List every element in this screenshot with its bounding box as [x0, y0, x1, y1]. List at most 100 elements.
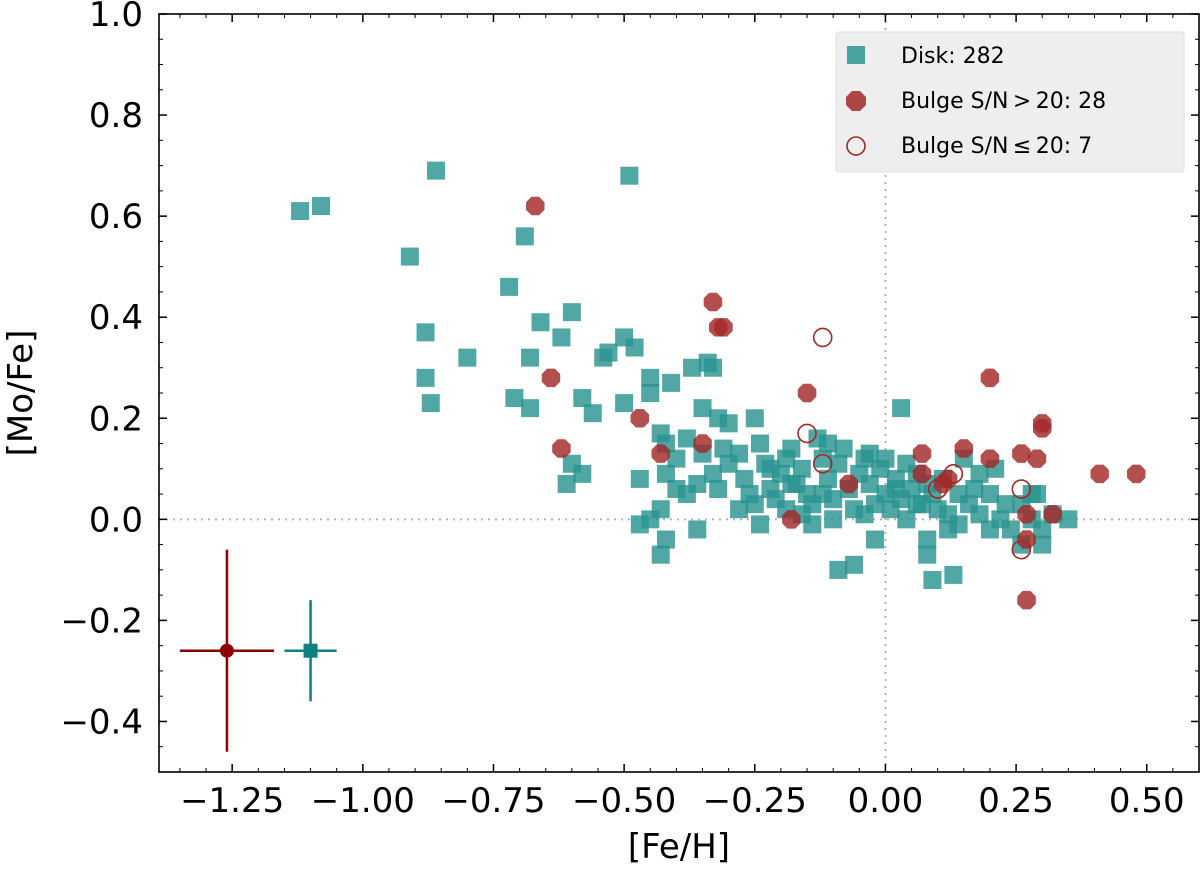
disk-point [980, 485, 999, 504]
disk-point [944, 565, 963, 584]
bulge-low-sn-point [943, 464, 964, 484]
legend-bulge-low-label: Bulge S/N ≤ 20: 7 [901, 134, 1092, 159]
disk-point [630, 515, 649, 534]
legend-bulge-high-marker [846, 91, 866, 111]
disk-point [693, 399, 712, 418]
bulge-high-sn-point [980, 368, 1000, 388]
y-tick-label: 1.0 [89, 0, 143, 35]
bulge-high-sn-point [1012, 444, 1031, 463]
bulge-low-sn-points [797, 327, 1032, 560]
bulge-high-sn-point [782, 510, 801, 529]
disk-point [521, 348, 540, 367]
disk-point [500, 277, 519, 296]
x-tick-label: 0.25 [978, 781, 1054, 821]
x-axis-label: [Fe/H] [628, 827, 730, 867]
bulge-high-sn-point [552, 439, 571, 458]
disk-point [531, 313, 550, 332]
bulge-high-sn-point [980, 449, 1000, 468]
disk-point [829, 454, 848, 473]
legend-disk-label: Disk: 282 [901, 44, 1005, 69]
disk-point [505, 389, 524, 408]
disk-point [683, 358, 702, 377]
disk-point [860, 474, 879, 493]
bulge-low-sn-point [1011, 539, 1032, 560]
x-tick-label: −0.75 [441, 781, 545, 821]
disk-point [562, 454, 581, 473]
bulge-low-sn-point [797, 423, 817, 444]
bulge-high-sn-point [1027, 449, 1047, 468]
disk-point [918, 545, 937, 564]
disk-point [703, 358, 722, 377]
disk-point [719, 414, 738, 433]
bulge-high-sn-point [1127, 464, 1146, 484]
disk-point [892, 399, 911, 418]
y-tick-label: 0.0 [89, 500, 143, 540]
disk-point [818, 434, 837, 453]
disk-point [291, 202, 310, 221]
bulge-error-bar-marker [219, 643, 234, 658]
y-tick-label: 0.8 [89, 96, 143, 136]
disk-point [876, 449, 895, 468]
x-tick-label: −1.25 [180, 781, 284, 821]
disk-point [630, 469, 649, 488]
disk-point [651, 545, 670, 564]
bulge-high-sn-point [709, 318, 728, 337]
disk-point [792, 459, 811, 478]
disk-point [421, 394, 440, 413]
disk-point [583, 404, 602, 423]
disk-point [641, 368, 660, 387]
bulge-high-sn-point [1017, 590, 1036, 610]
disk-point [426, 161, 445, 180]
disk-point [923, 570, 942, 589]
disk-point [703, 464, 722, 483]
disk-point [1027, 485, 1046, 504]
x-tick-label: −1.00 [311, 781, 415, 821]
disk-point [970, 464, 989, 483]
bulge-high-sn-point [797, 383, 817, 403]
disk-point [777, 449, 796, 468]
disk-point [709, 480, 728, 499]
disk-point [751, 515, 770, 534]
disk-point [829, 560, 848, 579]
disk-point [1059, 510, 1078, 529]
disk-point [845, 555, 864, 574]
disk-point [751, 434, 770, 453]
legend-box [835, 31, 1185, 173]
bulge-high-sn-point [541, 368, 561, 388]
disk-point [557, 474, 576, 493]
disk-point [662, 373, 681, 392]
disk-point [918, 530, 937, 549]
disk-point [515, 227, 534, 246]
disk-point [965, 480, 984, 499]
bulge-high-sn-point [839, 474, 859, 494]
disk-point [939, 520, 958, 539]
axis-ticks: −1.25 −1.00 −0.75 −0.50 −0.25 0.00 0.25 0.50 −0.… [60, 0, 1199, 821]
disk-point [656, 530, 675, 549]
y-tick-label: −0.4 [60, 702, 143, 742]
disk-point [688, 520, 707, 539]
y-tick-label: 0.4 [89, 298, 143, 338]
bulge-high-sn-point [651, 444, 670, 463]
legend-disk-marker [847, 46, 865, 64]
legend-bulge-high-label: Bulge S/N > 20: 28 [901, 89, 1106, 114]
disk-point [824, 510, 843, 529]
bulge-low-sn-point [1011, 479, 1032, 499]
x-tick-label: −0.25 [703, 781, 807, 821]
x-tick-label: 0.50 [1109, 781, 1185, 821]
bulge-high-sn-point [912, 464, 932, 484]
disk-point [818, 469, 837, 488]
disk-point [641, 384, 660, 402]
disk-point [458, 348, 477, 367]
disk-point [667, 480, 686, 499]
bulge-low-sn-point [812, 327, 833, 348]
disk-points [291, 161, 1078, 589]
bulge-high-sn-point [938, 469, 958, 489]
bulge-high-sn-point [703, 292, 723, 312]
disk-point [761, 459, 780, 478]
disk-point [897, 510, 916, 529]
disk-point [855, 505, 874, 524]
y-axis-label: [Mo/Fe] [1, 330, 41, 457]
bulge-high-sn-point [693, 434, 712, 453]
disk-point [980, 520, 999, 539]
